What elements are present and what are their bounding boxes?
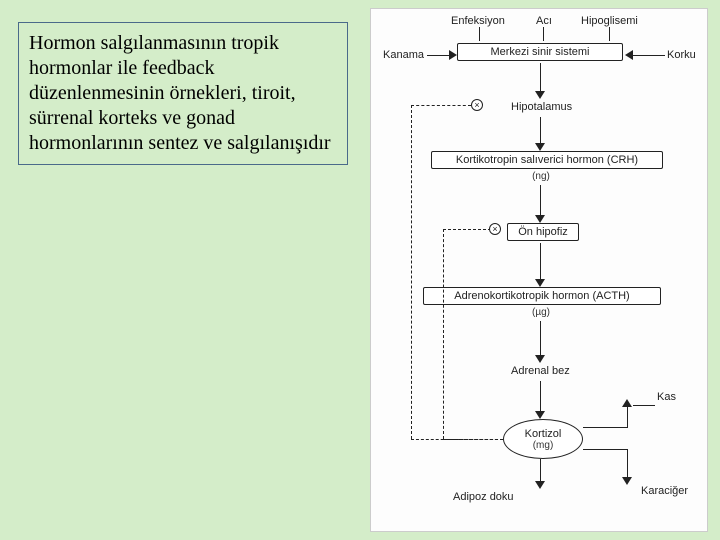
- line: [427, 55, 451, 56]
- arrowhead: [535, 143, 545, 151]
- arrowhead: [535, 279, 545, 287]
- label-adipoz: Adipoz doku: [453, 491, 514, 503]
- label-enfeksiyon: Enfeksiyon: [451, 15, 505, 27]
- line: [627, 449, 628, 477]
- arrowhead: [625, 50, 633, 60]
- line: [583, 449, 627, 450]
- crh-text: Kortikotropin salıverici hormon (CRH): [456, 154, 638, 166]
- label-korku: Korku: [667, 49, 696, 61]
- inhibit-icon: ×: [471, 99, 483, 111]
- ellipse-kortizol: Kortizol (mg): [503, 419, 583, 459]
- line: [633, 55, 665, 56]
- explanatory-text: Hormon salgılanmasının tropik hormonlar …: [29, 32, 331, 154]
- inhibit-symbol: ×: [474, 100, 479, 110]
- dash-line: [443, 229, 444, 439]
- line: [540, 117, 541, 143]
- label-aci: Acı: [536, 15, 552, 27]
- inhibit-icon: ×: [489, 223, 501, 235]
- dash-line: [443, 229, 491, 230]
- arrowhead: [535, 481, 545, 489]
- unit-acth: (µg): [531, 307, 551, 318]
- line: [540, 381, 541, 411]
- line: [540, 243, 541, 279]
- arrowhead: [622, 399, 632, 407]
- label-hipotalamus: Hipotalamus: [511, 101, 572, 113]
- explanatory-text-box: Hormon salgılanmasının tropik hormonlar …: [18, 22, 348, 165]
- inhibit-symbol: ×: [492, 224, 497, 234]
- unit-kortizol: (mg): [525, 440, 562, 451]
- cns-text: Merkezi sinir sistemi: [490, 46, 589, 58]
- line: [540, 321, 541, 355]
- line: [633, 405, 655, 406]
- arrowhead: [535, 355, 545, 363]
- flowchart: Enfeksiyon Acı Hipoglisemi Kanama Korku …: [371, 9, 707, 531]
- on-hipofiz-text: Ön hipofiz: [518, 226, 568, 238]
- arrowhead: [535, 411, 545, 419]
- dash-line: [443, 439, 503, 440]
- arrowhead: [535, 215, 545, 223]
- line: [479, 27, 480, 41]
- line: [540, 185, 541, 215]
- dash-line: [411, 105, 412, 439]
- line: [540, 459, 541, 481]
- diagram-panel: Enfeksiyon Acı Hipoglisemi Kanama Korku …: [370, 8, 708, 532]
- line: [543, 27, 544, 41]
- kortizol-text: Kortizol: [525, 428, 562, 440]
- label-karaciger: Karaciğer: [641, 485, 688, 497]
- unit-crh: (ng): [531, 171, 551, 182]
- label-kas: Kas: [657, 391, 676, 403]
- arrowhead: [622, 477, 632, 485]
- box-on-hipofiz: Ön hipofiz: [507, 223, 579, 241]
- arrowhead: [535, 91, 545, 99]
- line: [627, 407, 628, 428]
- label-adrenal: Adrenal bez: [511, 365, 570, 377]
- label-hipoglisemi: Hipoglisemi: [581, 15, 638, 27]
- box-crh: Kortikotropin salıverici hormon (CRH): [431, 151, 663, 169]
- dash-line: [411, 105, 471, 106]
- line: [609, 27, 610, 41]
- label-kanama: Kanama: [383, 49, 424, 61]
- box-cns: Merkezi sinir sistemi: [457, 43, 623, 61]
- acth-text: Adrenokortikotropik hormon (ACTH): [454, 290, 629, 302]
- arrowhead: [449, 50, 457, 60]
- line: [583, 427, 627, 428]
- box-acth: Adrenokortikotropik hormon (ACTH): [423, 287, 661, 305]
- line: [540, 63, 541, 91]
